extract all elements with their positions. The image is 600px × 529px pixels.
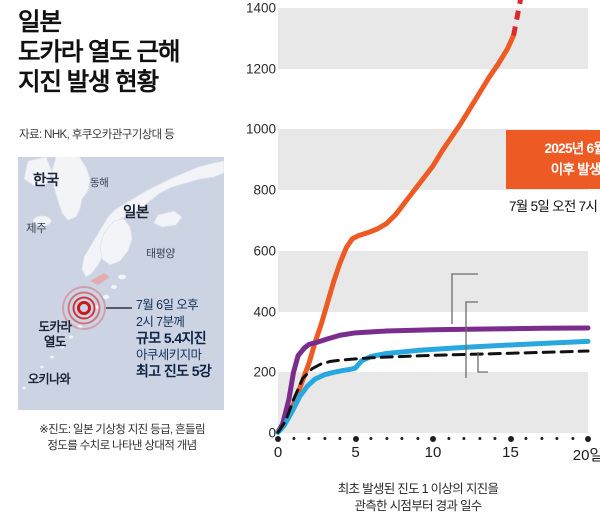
map-label-korea: 한국	[33, 173, 59, 189]
map-label-jeju: 제주	[26, 223, 47, 235]
x-axis-tick-label: 0	[273, 444, 283, 461]
chart-panel: 6일 오전 11시까지 진도 1 이상 지진 1,432회 관측 2025년 6…	[236, 0, 600, 529]
x-axis-tick-dot	[555, 437, 559, 441]
y-axis-tick-label: 400	[253, 304, 276, 320]
chart-band	[278, 372, 588, 433]
y-axis-tick-label: 600	[253, 243, 276, 259]
y-axis-tick-label: 0	[268, 425, 276, 441]
footnote: ※진도: 일본 기상청 지진 등급, 흔들림 정도를 수치로 나타낸 상대적 개…	[12, 423, 232, 454]
chart-x-axis-caption: 최초 발생된 진도 1 이상의 지진을 관측한 시점부터 경과 일수	[236, 481, 600, 515]
x-axis-tick-dot	[430, 436, 436, 442]
map-callout: 7월 6일 오후 2시 7분께 규모 5.4지진 아쿠세키지마 최고 진도 5강	[136, 297, 212, 380]
footnote-line-2: 정도를 수치로 나타낸 상대적 개념	[47, 439, 197, 452]
title-line-1: 일본	[18, 9, 62, 36]
badge-line-2: 이후 발생 지진	[550, 162, 600, 177]
callout-leader-line	[106, 307, 132, 309]
map-label-tokara: 도카라 열도	[26, 320, 84, 350]
x-axis-tick-dot	[507, 436, 514, 442]
y-axis-tick-label: 800	[253, 182, 276, 198]
map-panel: 한국 동해 제주 일본 태평양 도카라 열도 오키나와 7월 6일 오후 2시 …	[18, 157, 224, 410]
map-label-okinawa: 오키나와	[28, 372, 71, 386]
x-axis-tick-dot	[462, 437, 466, 441]
x-axis-tick-dot	[384, 437, 389, 441]
x-axis-tick-dot	[570, 437, 575, 441]
callout-line-3: 규모 5.4지진	[136, 330, 207, 346]
y-axis-tick-label: 200	[253, 364, 276, 380]
chart-band	[278, 8, 588, 69]
x-axis-tick-dot	[493, 437, 497, 441]
y-axis-tick-label: 1000	[245, 121, 276, 137]
y-axis-tick-label: 1400	[245, 0, 276, 16]
x-axis-tick-dot	[446, 437, 451, 441]
x-axis-tick-dot	[338, 437, 342, 441]
title-line-3: 지진 발생 현황	[18, 69, 159, 96]
caption-line-2: 관측한 시점부터 경과 일수	[354, 499, 482, 513]
x-axis-tick-dot	[539, 437, 544, 441]
page-title: 일본 도카라 열도 근해 지진 발생 현황	[18, 8, 233, 98]
chart-band	[278, 250, 588, 312]
caption-line-1: 최초 발생된 진도 1 이상의 지진을	[337, 482, 499, 496]
callout-line-1: 7월 6일 오후	[136, 298, 199, 312]
x-axis-tick-label: 10	[424, 444, 442, 461]
x-axis-tick-dot	[369, 437, 373, 441]
map-label-pacific: 태평양	[146, 248, 175, 260]
basis-note: 7월 5일 오전 7시 기준	[509, 199, 600, 214]
badge-line-1: 2025년 6월 21일	[544, 141, 600, 156]
source-credit: 자료: NHK, 후쿠오카관구기상대 등	[19, 129, 175, 141]
x-axis-tick-dot	[415, 437, 420, 441]
left-panel: 일본 도카라 열도 근해 지진 발생 현황 자료: NHK, 후쿠오카관구기상대…	[0, 0, 236, 529]
x-axis-tick-dot	[322, 437, 327, 441]
x-axis-tick-dot	[275, 436, 281, 442]
callout-line-4: 아쿠세키지마	[136, 347, 202, 362]
map-label-japan: 일본	[123, 205, 149, 221]
footnote-line-1: ※진도: 일본 기상청 지진 등급, 흔들림	[39, 424, 205, 436]
current-series-badge: 2025년 6월 21일 이후 발생 지진	[506, 130, 600, 189]
chart-plot-area	[278, 8, 588, 433]
x-axis-tick-label: 20일	[572, 447, 600, 464]
x-axis-tick-dot	[307, 437, 311, 441]
x-axis-tick-dot	[352, 436, 359, 442]
title-line-2: 도카라 열도 근해	[18, 39, 181, 66]
x-axis-tick-dot	[585, 436, 591, 442]
x-axis-tick-dot	[477, 437, 482, 441]
y-axis-tick-label: 1200	[245, 61, 276, 77]
epicenter-marker-icon	[62, 286, 106, 330]
x-axis-tick-dot	[400, 437, 404, 441]
x-axis-tick-label: 5	[351, 444, 360, 461]
callout-line-5: 최고 진도 5강	[136, 363, 212, 379]
x-axis-line	[278, 433, 588, 435]
x-axis-tick-dot	[524, 437, 528, 441]
map-label-east-sea: 동해	[90, 177, 109, 189]
x-axis-tick-dot	[291, 437, 296, 441]
callout-line-2: 2시 7분께	[136, 314, 185, 329]
map-label-tokara-line1: 도카라	[38, 320, 72, 334]
map-label-tokara-line2: 열도	[43, 335, 67, 349]
x-axis-tick-label: 15	[502, 444, 519, 461]
